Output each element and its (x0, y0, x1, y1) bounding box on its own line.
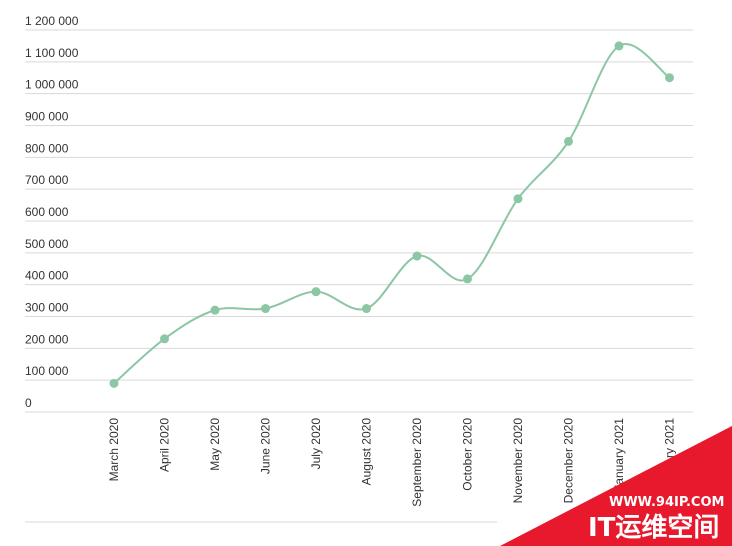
data-point (109, 378, 119, 388)
x-tick-label: October 2020 (461, 418, 475, 491)
y-tick-label: 400 000 (25, 269, 69, 283)
x-tick-label: November 2020 (511, 418, 525, 504)
gridlines (25, 29, 693, 413)
x-tick-label: August 2020 (360, 418, 374, 486)
x-tick-label: July 2020 (309, 418, 323, 470)
y-tick-label: 800 000 (25, 141, 69, 155)
x-tick-label: January 2021 (612, 418, 626, 491)
y-tick-label: 100 000 (25, 364, 69, 378)
x-tick-label: September 2020 (410, 418, 424, 507)
x-tick-label: April 2020 (158, 418, 172, 472)
data-point (261, 304, 270, 314)
y-tick-label: 1 200 000 (25, 14, 79, 28)
data-point (665, 73, 674, 83)
y-tick-label: 1 000 000 (25, 78, 79, 92)
x-axis-ticks: March 2020 April 2020 May 2020 June 2020 Jul… (107, 418, 677, 507)
x-tick-label: March 2020 (107, 418, 121, 482)
watermark-url: WWW.94IP.COM (609, 495, 724, 510)
x-tick-label: May 2020 (208, 418, 222, 471)
y-tick-label: 900 000 (25, 110, 69, 124)
data-point (614, 41, 624, 51)
x-tick-label: June 2020 (259, 418, 273, 474)
data-point (210, 305, 220, 315)
data-point (463, 274, 472, 284)
y-tick-label: 0 (25, 396, 32, 410)
watermark-ribbon (500, 426, 732, 546)
data-point (160, 334, 169, 344)
y-tick-label: 500 000 (25, 237, 69, 251)
x-tick-label: December 2020 (562, 418, 576, 504)
y-tick-label: 1 100 000 (25, 46, 79, 60)
data-points (109, 41, 674, 388)
data-point (311, 287, 321, 297)
data-point (513, 194, 523, 204)
y-tick-label: 200 000 (25, 332, 69, 346)
data-point (362, 304, 371, 314)
series-line (113, 43, 671, 385)
y-tick-label: 700 000 (25, 173, 69, 187)
y-axis-ticks: 0 100 000 200 000 300 000 400 000 500 000 600 … (25, 14, 79, 410)
y-tick-label: 300 000 (25, 301, 69, 315)
y-tick-label: 600 000 (25, 205, 69, 219)
data-point (412, 251, 422, 261)
watermark-brand: IT运维空间 (588, 512, 719, 543)
data-point (564, 136, 573, 146)
watermark: WWW.94IP.COM IT运维空间 (500, 426, 732, 546)
